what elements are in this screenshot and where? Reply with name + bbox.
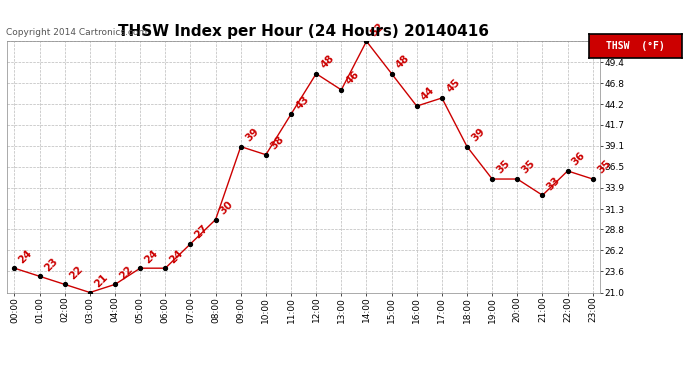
Text: 38: 38 (268, 134, 286, 152)
Text: Copyright 2014 Cartronics.com: Copyright 2014 Cartronics.com (6, 28, 147, 37)
Text: 36: 36 (570, 150, 587, 168)
Text: 22: 22 (67, 264, 85, 281)
Text: 39: 39 (470, 126, 486, 143)
Text: 22: 22 (117, 264, 135, 281)
Text: THSW  (°F): THSW (°F) (606, 41, 664, 51)
Title: THSW Index per Hour (24 Hours) 20140416: THSW Index per Hour (24 Hours) 20140416 (118, 24, 489, 39)
Text: 33: 33 (545, 175, 562, 192)
Text: 35: 35 (595, 159, 613, 176)
Text: 24: 24 (143, 248, 160, 265)
Text: 27: 27 (193, 223, 210, 241)
Text: 23: 23 (42, 256, 59, 273)
Text: 48: 48 (394, 53, 411, 70)
Text: 44: 44 (420, 86, 437, 103)
Text: 48: 48 (319, 53, 336, 70)
Text: 43: 43 (293, 93, 311, 111)
Text: 30: 30 (218, 199, 235, 216)
Text: 45: 45 (444, 77, 462, 95)
Text: 21: 21 (92, 272, 110, 289)
Text: 39: 39 (244, 126, 261, 143)
Text: 52: 52 (369, 21, 386, 38)
Text: 24: 24 (17, 248, 34, 265)
Text: 35: 35 (495, 159, 512, 176)
Text: 46: 46 (344, 69, 362, 87)
Text: 24: 24 (168, 248, 185, 265)
Text: 35: 35 (520, 159, 537, 176)
